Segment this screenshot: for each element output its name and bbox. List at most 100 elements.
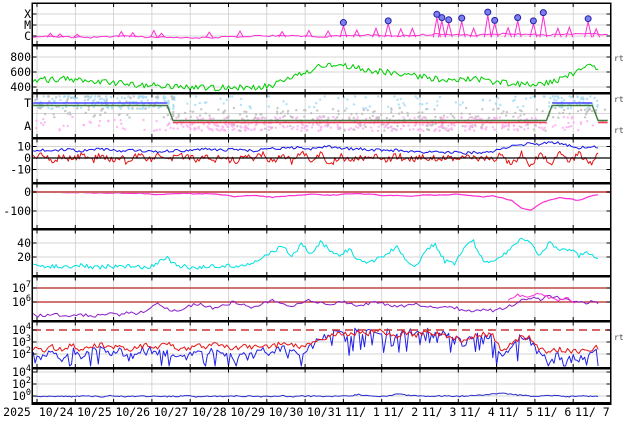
wind-speed-tick-label: 800 <box>10 50 31 64</box>
sector-sample-dot <box>275 110 279 113</box>
sector-sample-dot <box>172 114 175 118</box>
sector-sample-dot <box>105 99 108 102</box>
sector-sample-dot <box>471 123 474 127</box>
sector-sample-dot <box>586 107 589 110</box>
sector-sample-dot <box>558 105 561 109</box>
sector-sample-dot <box>500 127 504 130</box>
sector-sample-dot <box>332 115 335 119</box>
sector-sample-dot <box>98 95 101 98</box>
sector-sample-dot <box>166 113 170 117</box>
sector-sample-dot <box>172 97 175 100</box>
sector-sample-dot <box>396 124 399 128</box>
sector-sample-dot <box>512 124 515 127</box>
x-axis-day-label: 10/27 <box>154 405 189 419</box>
sector-sample-dot <box>138 95 141 99</box>
realtime-tag: rt <box>614 333 624 342</box>
sector-sample-dot <box>267 128 270 132</box>
sector-sample-dot <box>120 122 123 125</box>
sector-sample-dot <box>184 117 188 121</box>
sector-sample-dot <box>589 95 592 98</box>
sector-sample-dot <box>383 126 386 129</box>
sector-sample-dot <box>197 127 200 130</box>
sector-sample-dot <box>406 114 410 117</box>
xray-flare-spike <box>56 33 64 38</box>
sector-sample-dot <box>117 113 121 117</box>
sector-sample-dot <box>396 98 399 102</box>
sector-sample-dot <box>158 128 162 131</box>
sector-sample-dot <box>534 116 537 120</box>
sector-sample-dot <box>283 126 286 129</box>
sector-sample-dot <box>502 110 505 113</box>
sector-sample-dot <box>513 128 516 131</box>
sector-sample-dot <box>189 110 192 113</box>
sector-sample-dot <box>423 116 426 119</box>
sector-sample-dot <box>373 110 376 113</box>
sector-sample-dot <box>397 103 400 106</box>
sector-sample-dot <box>363 124 366 127</box>
sector-sample-dot <box>557 96 560 100</box>
xray-flare-spike <box>305 29 313 38</box>
sector-sample-dot <box>76 107 79 110</box>
sector-sample-dot <box>417 116 420 119</box>
sector-sample-dot <box>283 114 286 118</box>
sector-sample-dot <box>75 96 79 100</box>
sector-sample-dot <box>232 123 235 126</box>
sector-sample-dot <box>562 115 565 119</box>
sector-sample-dot <box>162 116 165 119</box>
sector-sample-dot <box>460 112 463 115</box>
sector-sample-dot <box>507 125 511 128</box>
sector-sample-dot <box>442 114 446 118</box>
sector-sample-dot <box>477 115 480 118</box>
sector-sample-dot <box>67 95 71 98</box>
sector-sample-dot <box>481 108 484 111</box>
sector-sample-dot <box>66 97 70 101</box>
sector-sample-dot <box>35 119 38 122</box>
xray-flare-spike <box>236 29 244 38</box>
sector-sample-dot <box>389 111 393 114</box>
sector-sample-dot <box>465 106 468 110</box>
sector-sample-dot <box>155 128 158 132</box>
flare-peak-marker <box>438 14 446 22</box>
sector-sample-dot <box>220 128 223 131</box>
sector-sample-dot <box>390 107 393 110</box>
sector-sample-dot <box>324 124 327 127</box>
sector-sample-dot <box>83 99 87 102</box>
xray-flare-spike <box>553 26 562 38</box>
xray-flare-spike <box>205 31 214 38</box>
panel-separator <box>33 92 610 95</box>
sector-sample-dot <box>526 127 530 130</box>
sector-sample-dot <box>362 108 365 112</box>
sector-sample-dot <box>300 126 304 130</box>
sector-sample-dot <box>58 95 61 98</box>
sector-sample-dot <box>348 116 351 119</box>
sector-sample-dot <box>579 108 583 112</box>
sector-sample-dot <box>69 113 72 116</box>
xray-flare-spike <box>408 26 417 38</box>
sector-sample-dot <box>484 128 487 131</box>
sector-sample-dot <box>323 95 326 98</box>
sector-sample-dot <box>155 119 158 123</box>
sector-sample-dot <box>437 126 441 129</box>
realtime-tag: rt <box>614 126 624 135</box>
sector-sample-dot <box>429 123 432 127</box>
sector-sample-dot <box>368 116 372 120</box>
sector-sample-dot <box>414 123 418 126</box>
sector-sample-dot <box>480 125 483 129</box>
x-axis-day-label: 10/25 <box>77 405 112 419</box>
sector-sample-dot <box>376 117 379 120</box>
sector-sample-dot <box>286 125 289 128</box>
sector-sample-dot <box>205 101 208 104</box>
sector-sample-dot <box>474 115 477 118</box>
sector-sample-dot <box>121 127 125 130</box>
sector-sample-dot <box>57 105 61 109</box>
sector-sample-dot <box>191 110 195 113</box>
dst-tick-label: 0 <box>24 185 31 199</box>
sector-sample-dot <box>306 128 309 132</box>
sector-sample-dot <box>123 128 127 131</box>
sector-sample-dot <box>245 115 248 118</box>
sector-sample-dot <box>247 127 250 131</box>
sector-sample-dot <box>142 118 145 122</box>
sector-sample-dot <box>198 101 201 105</box>
sector-sample-dot <box>425 107 428 111</box>
sector-sample-dot <box>296 125 299 128</box>
